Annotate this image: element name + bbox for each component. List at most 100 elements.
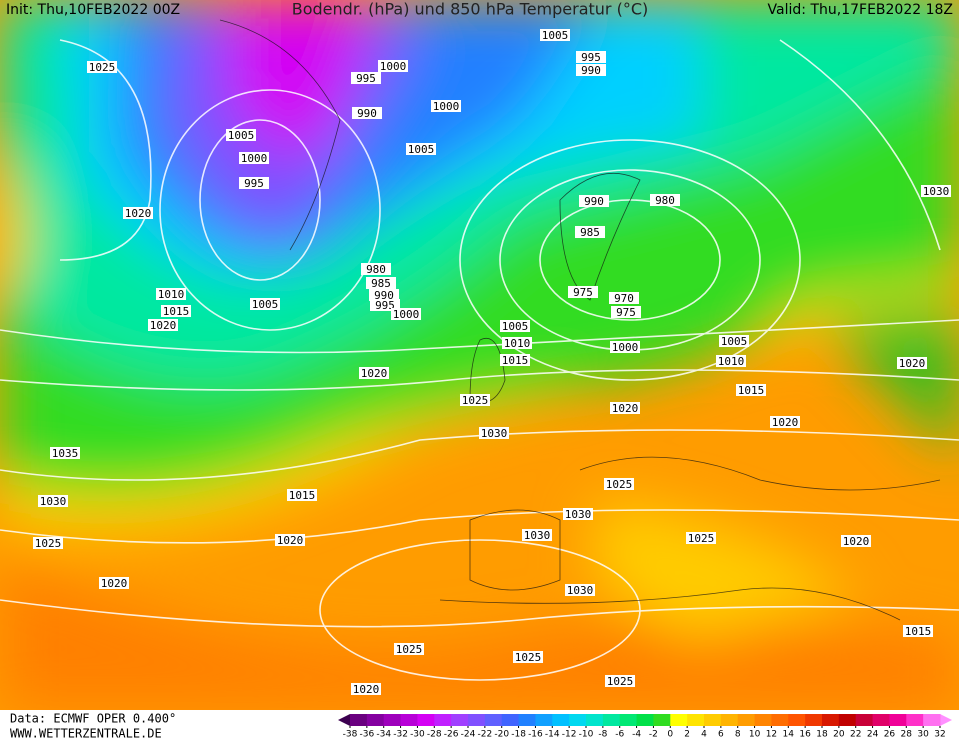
- colorbar: -38 -36 -34 -32 -30 -28 -26 -24 -22 -20 -18 -16 -14-…: [338, 714, 952, 740]
- isobar-label: 1030: [524, 529, 551, 542]
- isobar-label-box: [359, 367, 389, 379]
- colorbar-tick-label: -32: [393, 730, 408, 740]
- isobar-label-box: [394, 643, 424, 655]
- isobar-label-box: [406, 143, 436, 155]
- isobar-label: 990: [357, 107, 377, 120]
- isobar-label-box: [287, 489, 317, 501]
- colorbar-swatch: [822, 714, 840, 726]
- isobar-label-box: [38, 495, 68, 507]
- isobar-label: 1030: [567, 584, 594, 597]
- colorbar-tick-label: -24: [461, 730, 476, 740]
- colorbar-swatch: [889, 714, 907, 726]
- colorbar-tick-label: -8: [598, 730, 607, 740]
- valid-time: Valid: Thu,17FEB2022 18Z: [768, 2, 953, 18]
- colorbar-swatch: [805, 714, 823, 726]
- isobar-label-box: [161, 305, 191, 317]
- isobar-label: 1030: [923, 185, 950, 198]
- isobar-label-box: [716, 355, 746, 367]
- colorbar-tick-label: 26: [884, 730, 896, 740]
- isobar-label-box: [500, 320, 530, 332]
- isobar-label: 1010: [718, 355, 745, 368]
- colorbar-tick-label: -38: [343, 730, 358, 740]
- colorbar-swatch: [838, 714, 857, 726]
- isobar-labels: 1025100510009951020995990100010001005100…: [33, 29, 951, 696]
- isobar-label-box: [897, 357, 927, 369]
- isobar-label: 1010: [158, 288, 185, 301]
- colorbar-swatch: [451, 714, 469, 726]
- colorbar-tick-label: 16: [799, 730, 811, 740]
- isobar-label-box: [604, 478, 634, 490]
- colorbar-tick-label: 22: [850, 730, 861, 740]
- colorbar-swatch: [906, 714, 924, 726]
- isobar-label: 995: [375, 299, 395, 312]
- isobar-label-box: [568, 286, 598, 298]
- colorbar-tick-label: 32: [934, 730, 945, 740]
- colorbar-swatch: [771, 714, 789, 726]
- isobar-label-box: [575, 226, 605, 238]
- isobar-label-box: [239, 177, 269, 189]
- isobar-label-box: [361, 263, 391, 275]
- colorbar-swatch: [366, 714, 385, 726]
- isobar-label: 1030: [40, 495, 67, 508]
- isobar-label: 990: [581, 64, 601, 77]
- temperature-field: [0, 0, 959, 710]
- colorbar-swatch: [383, 714, 402, 726]
- colorbar-swatch: [569, 714, 587, 726]
- isobar-label: 1020: [772, 416, 799, 429]
- isobar-label: 1020: [899, 357, 926, 370]
- isobar-label-box: [610, 341, 640, 353]
- isobar-label-box: [460, 394, 490, 406]
- colorbar-tick-label: -20: [494, 730, 509, 740]
- colorbar-tick-label: -4: [632, 730, 641, 740]
- colorbar-swatch: [552, 714, 570, 726]
- isobar-label: 1020: [150, 319, 177, 332]
- isobar-label-box: [605, 675, 635, 687]
- isobar-label-box: [391, 308, 421, 320]
- isobar-label: 1020: [101, 577, 128, 590]
- colorbar-swatch: [670, 714, 688, 726]
- isobar-label: 1020: [361, 367, 388, 380]
- isobar-label-box: [366, 277, 396, 289]
- isobar-label: 1000: [612, 341, 639, 354]
- colorbar-tick-label: 2: [684, 730, 690, 740]
- colorbar-swatch: [872, 714, 890, 726]
- isobar-label: 1015: [289, 489, 316, 502]
- colorbar-high-arrow: [940, 714, 952, 726]
- isobar-label-box: [576, 51, 606, 63]
- colorbar-swatch: [923, 714, 941, 726]
- isobar-label-box: [275, 534, 305, 546]
- colorbar-tick-label: 20: [833, 730, 845, 740]
- init-time: Init: Thu,10FEB2022 00Z: [6, 2, 180, 18]
- isobar-label-box: [33, 537, 63, 549]
- isobar-label: 1005: [228, 129, 255, 142]
- colorbar-swatch: [484, 714, 503, 726]
- isobar-label: 1025: [607, 675, 634, 688]
- colorbar-tick-label: -12: [562, 730, 577, 740]
- isobar-label-box: [351, 72, 381, 84]
- isobar-label: 1015: [163, 305, 190, 318]
- isobar-label-box: [565, 584, 595, 596]
- colorbar-tick-label: 14: [783, 730, 795, 740]
- isobar-label: 980: [366, 263, 386, 276]
- isobar-label-box: [841, 535, 871, 547]
- colorbar-tick-label: -26: [444, 730, 459, 740]
- isobar-label: 975: [573, 286, 593, 299]
- colorbar-tick-label: 18: [816, 730, 828, 740]
- isobar-label: 1000: [393, 308, 420, 321]
- isobar-label-box: [770, 416, 800, 428]
- colorbar-tick-label: -28: [427, 730, 442, 740]
- colorbar-tick-label: -6: [615, 730, 624, 740]
- isobar-label: 990: [584, 195, 604, 208]
- colorbar-swatch: [754, 714, 772, 726]
- isobar-label-box: [513, 651, 543, 663]
- isobar-label: 995: [356, 72, 376, 85]
- isobar-label-box: [50, 447, 80, 459]
- colorbar-tick-label: -16: [528, 730, 543, 740]
- isobar-label-box: [540, 29, 570, 41]
- isobar-label-box: [903, 625, 933, 637]
- isobar-label: 975: [616, 306, 636, 319]
- map-title: Bodendr. (hPa) und 850 hPa Temperatur (°…: [292, 0, 649, 19]
- isobar-label: 1025: [396, 643, 423, 656]
- isobar-label: 1000: [380, 60, 407, 73]
- isobar-label: 1015: [905, 625, 932, 638]
